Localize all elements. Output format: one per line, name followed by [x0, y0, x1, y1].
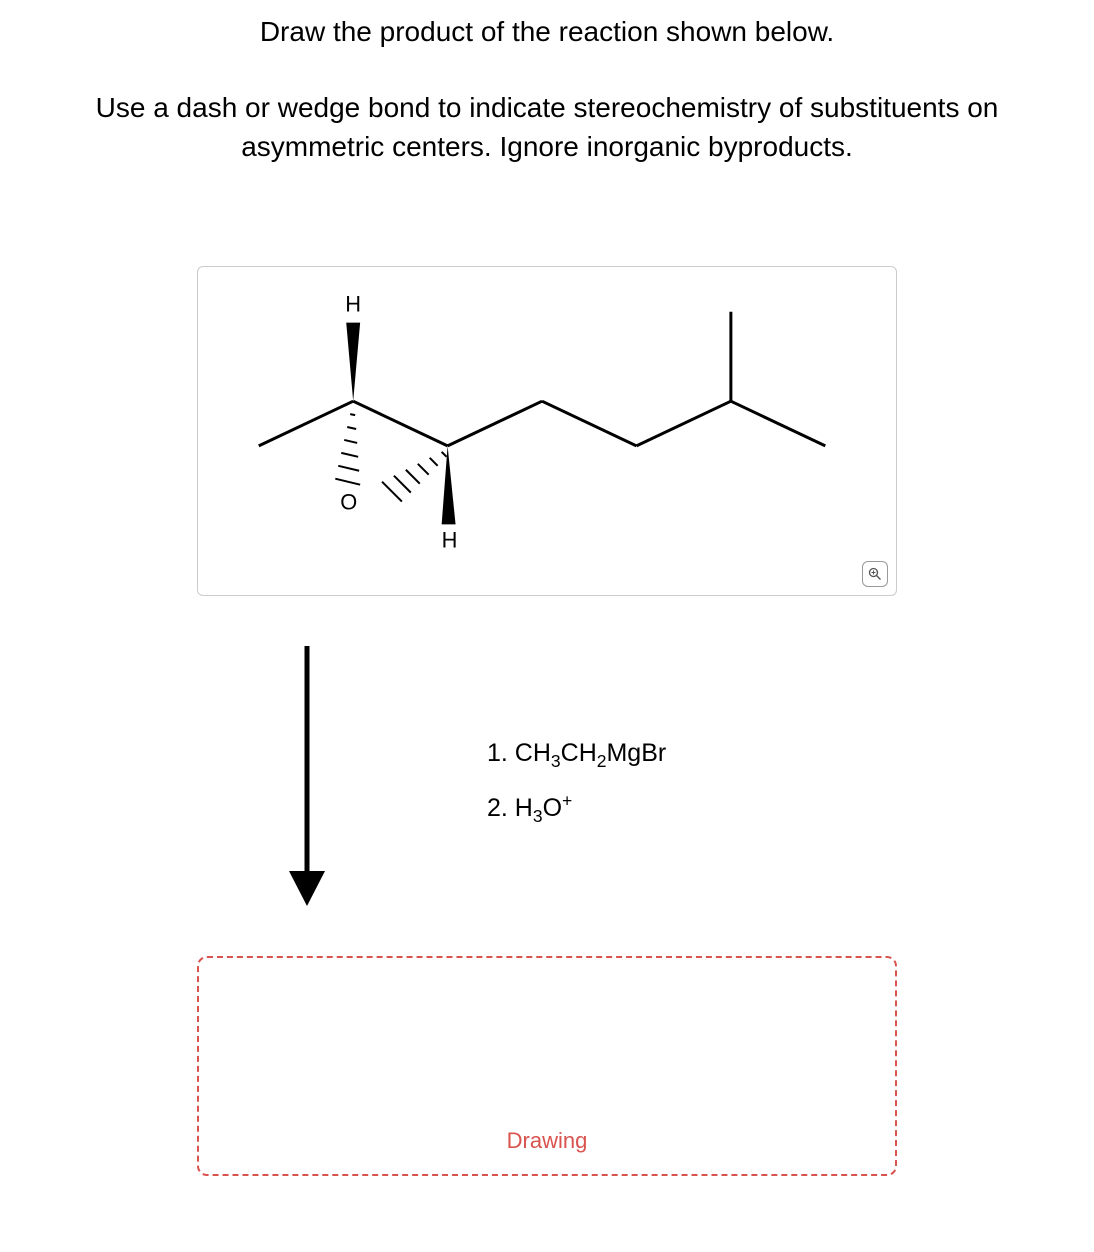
reaction-arrow: [277, 636, 397, 916]
atom-h-top: H: [345, 292, 361, 317]
atom-o: O: [340, 490, 357, 515]
atom-h-bottom: H: [442, 528, 458, 553]
reagent-list: 1. CH3CH2MgBr 2. H3O+: [487, 726, 666, 836]
drawing-label: Drawing: [199, 1128, 895, 1154]
question-title: Draw the product of the reaction shown b…: [20, 16, 1074, 48]
hash-wedge-c3-o: [382, 452, 447, 502]
zoom-button[interactable]: [862, 561, 888, 587]
question-instruction: Use a dash or wedge bond to indicate ste…: [20, 88, 1074, 166]
reaction-arrow-row: 1. CH3CH2MgBr 2. H3O+: [197, 636, 897, 916]
molecule-structure: H O H: [198, 267, 896, 595]
molecule-display-box: H O H: [197, 266, 897, 596]
reagent-step2: 2. H3O+: [487, 781, 666, 836]
drawing-answer-area[interactable]: Drawing: [197, 956, 897, 1176]
reagent-step1: 1. CH3CH2MgBr: [487, 726, 666, 781]
zoom-icon: [868, 567, 882, 581]
hash-wedge-c2-o: [335, 414, 360, 485]
